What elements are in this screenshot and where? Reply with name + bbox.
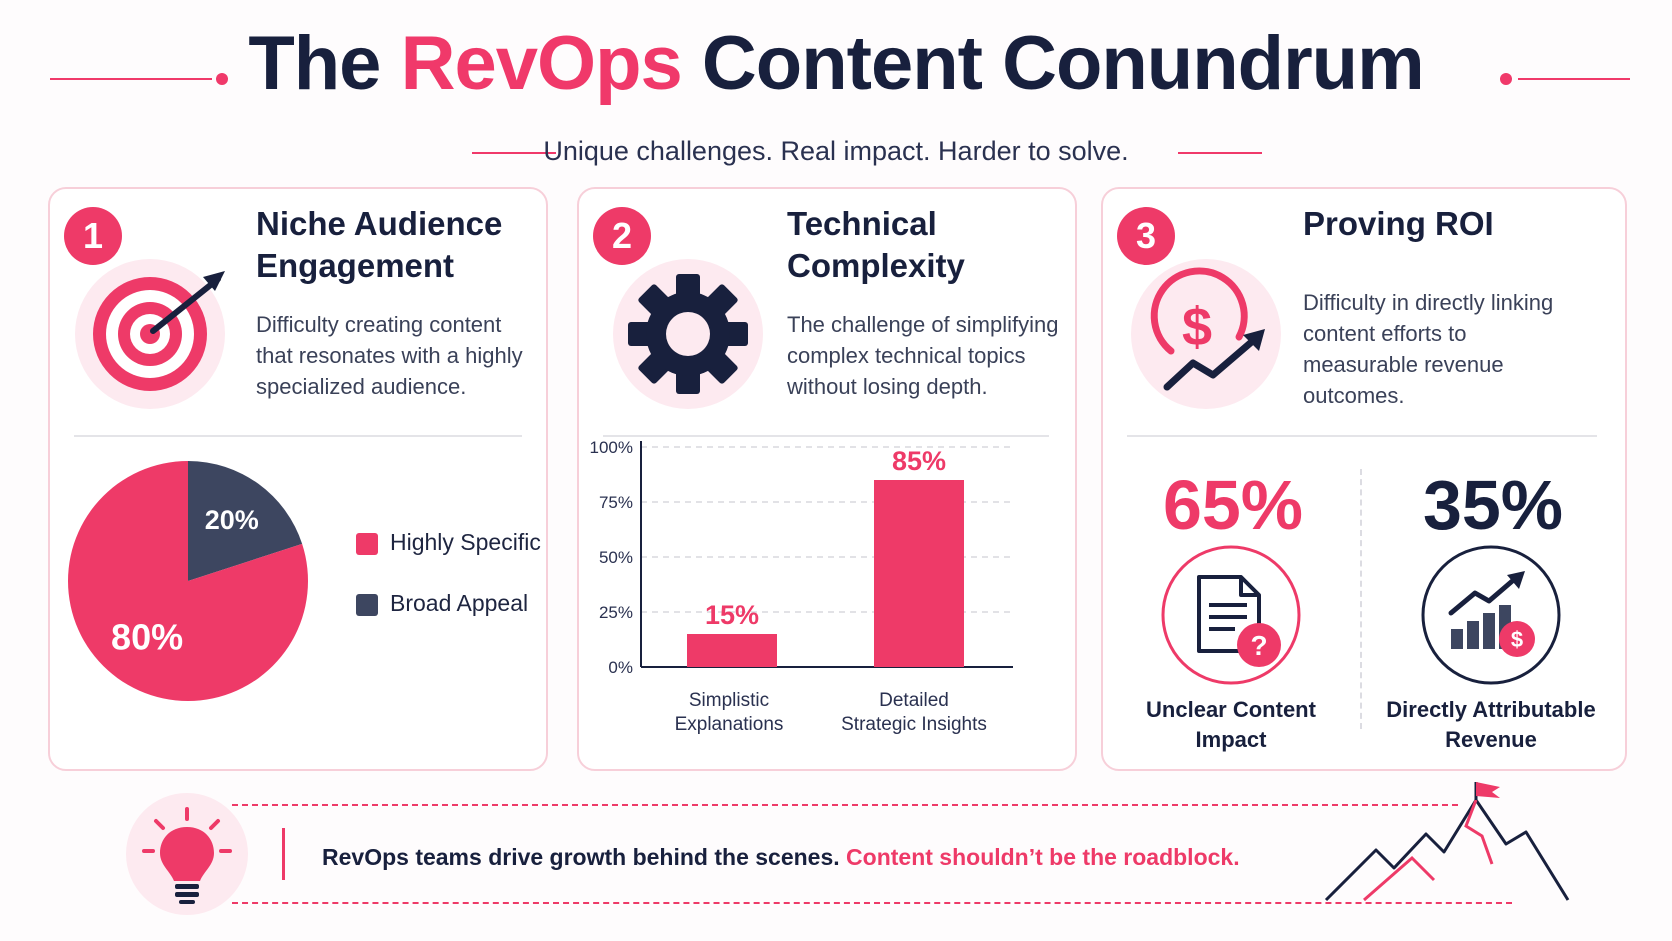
lightbulb-icon (142, 807, 232, 904)
title-right-line (1518, 78, 1630, 80)
y-tick-label: 0% (608, 658, 633, 677)
metric-label-line: Directly Attributable (1386, 697, 1596, 722)
metric-label-unclear: Unclear Content Impact (1111, 695, 1351, 755)
footer-message: RevOps teams drive growth behind the sce… (322, 844, 1240, 871)
svg-text:?: ? (1250, 630, 1267, 661)
card-desc-line: measurable revenue (1303, 352, 1504, 377)
card-technical-complexity: 2 Technical Complexity The challenge of … (577, 187, 1077, 771)
legend-label-highly-specific: Highly Specific (390, 529, 541, 555)
card-title-line: Proving ROI (1303, 205, 1494, 242)
card-number: 3 (1117, 207, 1175, 265)
x-category-label: Detailed Strategic Insights (814, 689, 1014, 737)
card-title: Technical Complexity (787, 203, 965, 287)
card-divider (74, 435, 522, 437)
x-category-line: Strategic Insights (841, 714, 987, 735)
pie-value-label: 80% (111, 616, 183, 657)
card-desc-line: complex technical topics (787, 343, 1026, 368)
x-category-line: Simplistic (688, 690, 770, 711)
card-number: 1 (64, 207, 122, 265)
card-title-line: Complexity (787, 247, 965, 284)
card-title-line: Niche Audience (256, 205, 503, 242)
page-title: The RevOps Content Conundrum (248, 21, 1425, 106)
bar-value-label: 15% (705, 600, 759, 630)
gear-icon (628, 274, 748, 394)
card-desc-line: specialized audience. (256, 374, 467, 399)
metric-value-unclear: 65% (1162, 466, 1304, 544)
target-icon (93, 271, 225, 391)
title-part2: Content Conundrum (681, 21, 1425, 106)
card-niche-audience: 1 Niche Audience Engagement Difficulty c… (48, 187, 548, 771)
title-right-dot (1500, 73, 1512, 85)
pie-value-label: 20% (205, 505, 259, 535)
bar-chart: 0% 25% 50% 75% 100% 15% 85% (590, 438, 1013, 677)
legend-swatch-broad-appeal (356, 594, 378, 616)
x-category-line: Explanations (674, 714, 784, 735)
x-category-label: Simplistic Explanations (639, 689, 819, 737)
y-tick-label: 75% (599, 493, 633, 512)
dollar-growth-icon: $ (1150, 267, 1265, 391)
card-title: Niche Audience Engagement (256, 203, 502, 287)
card-desc-line: outcomes. (1303, 383, 1405, 408)
bar-simplistic (687, 634, 777, 667)
metric-label-attributable: Directly Attributable Revenue (1371, 695, 1611, 755)
card-proving-roi: 3 $ Proving ROI Difficulty in directly l… (1101, 187, 1627, 771)
page-subtitle: Unique challenges. Real impact. Harder t… (543, 136, 1129, 166)
title-part1: The (248, 21, 401, 106)
card-divider (1127, 435, 1597, 437)
card-title-line: Technical (787, 205, 937, 242)
mountain-flag-icon (1324, 782, 1570, 902)
pie-slice-broad-appeal (188, 461, 303, 581)
subtitle-right-line (1178, 152, 1262, 154)
bar-value-label: 85% (892, 446, 946, 476)
metric-label-line: Revenue (1445, 727, 1537, 752)
x-category-line: Detailed (879, 690, 949, 711)
card-title: Proving ROI (1303, 203, 1494, 245)
pie-slice-highly-specific (68, 461, 308, 701)
title-wrap: The RevOps Content Conundrum (0, 26, 1672, 102)
title-left-line (50, 78, 212, 80)
subtitle-left-line (472, 152, 556, 154)
footer-top-dashed-line (232, 804, 1458, 806)
metrics-separator (1360, 469, 1362, 729)
legend-swatch-highly-specific (356, 533, 378, 555)
metric-value-attributable: 35% (1422, 466, 1564, 544)
footer-text-plain: RevOps teams drive growth behind the sce… (322, 844, 847, 870)
metric-label-line: Unclear Content (1146, 697, 1316, 722)
card-description: The challenge of simplifying complex tec… (787, 309, 1058, 402)
card-number: 2 (593, 207, 651, 265)
title-accent: RevOps (400, 21, 683, 106)
footer-separator (282, 828, 285, 880)
svg-text:$: $ (1182, 297, 1212, 357)
card-desc-line: Difficulty in directly linking (1303, 290, 1554, 315)
document-question-icon: ? (1161, 545, 1301, 685)
growth-dollar-icon: $ (1421, 545, 1561, 685)
metric-label-line: Impact (1195, 727, 1267, 752)
svg-text:$: $ (1511, 627, 1523, 652)
legend-label-broad-appeal: Broad Appeal (390, 590, 529, 616)
footer-text-accent: Content shouldn’t be the roadblock. (846, 844, 1240, 870)
card-desc-line: The challenge of simplifying (787, 312, 1059, 337)
card-description: Difficulty in directly linking content e… (1303, 287, 1553, 411)
card-desc-line: that resonates with a highly (256, 343, 523, 368)
card-title-line: Engagement (256, 247, 455, 284)
y-tick-label: 100% (590, 438, 633, 457)
title-left-dot (216, 73, 228, 85)
bar-detailed (874, 480, 964, 667)
y-tick-label: 50% (599, 548, 633, 567)
card-description: Difficulty creating content that resonat… (256, 309, 523, 402)
card-desc-line: Difficulty creating content (256, 312, 502, 337)
footer-bottom-dashed-line (232, 902, 1512, 904)
card-divider (603, 435, 1049, 437)
card-desc-line: content efforts to (1303, 321, 1467, 346)
pie-chart: 20% 80% (68, 461, 308, 701)
y-tick-label: 25% (599, 603, 633, 622)
card-desc-line: without losing depth. (787, 374, 988, 399)
